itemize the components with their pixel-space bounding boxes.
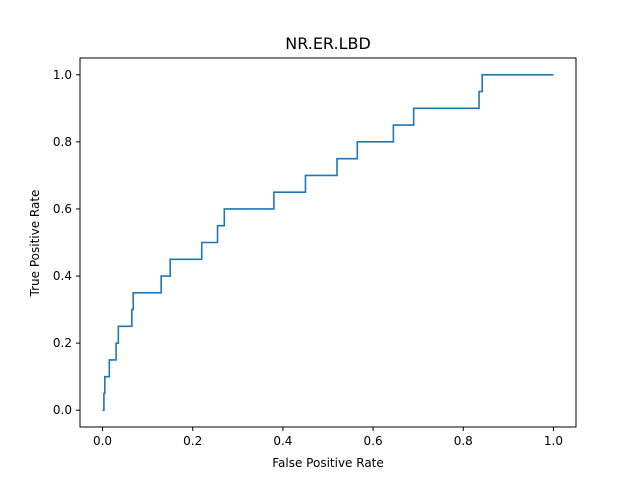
y-tick-label: 0.6 — [53, 202, 72, 216]
y-tick-label: 1.0 — [53, 68, 72, 82]
plot-area: 0.0 0.2 0.4 0.6 0.8 1.0 0.0 0.2 0.4 0.6 0.8 1.0 — [53, 57, 577, 448]
chart-title: NR.ER.LBD — [285, 34, 371, 53]
y-axis-label: True Positive Rate — [28, 190, 42, 298]
y-tick-label: 0.8 — [53, 135, 72, 149]
axes-frame — [79, 57, 577, 428]
x-tick-label: 0.4 — [273, 434, 292, 448]
y-tick-label: 0.4 — [53, 269, 72, 283]
x-tick-label: 1.0 — [544, 434, 563, 448]
roc-curve-line — [102, 73, 554, 412]
x-tick-label: 0.8 — [454, 434, 473, 448]
y-tick-label: 0.0 — [53, 403, 72, 417]
x-tick-label: 0.2 — [183, 434, 202, 448]
x-axis-label: False Positive Rate — [272, 456, 384, 470]
x-tick-label: 0.6 — [364, 434, 383, 448]
y-tick-label: 0.2 — [53, 336, 72, 350]
x-tick-label: 0.0 — [93, 434, 112, 448]
